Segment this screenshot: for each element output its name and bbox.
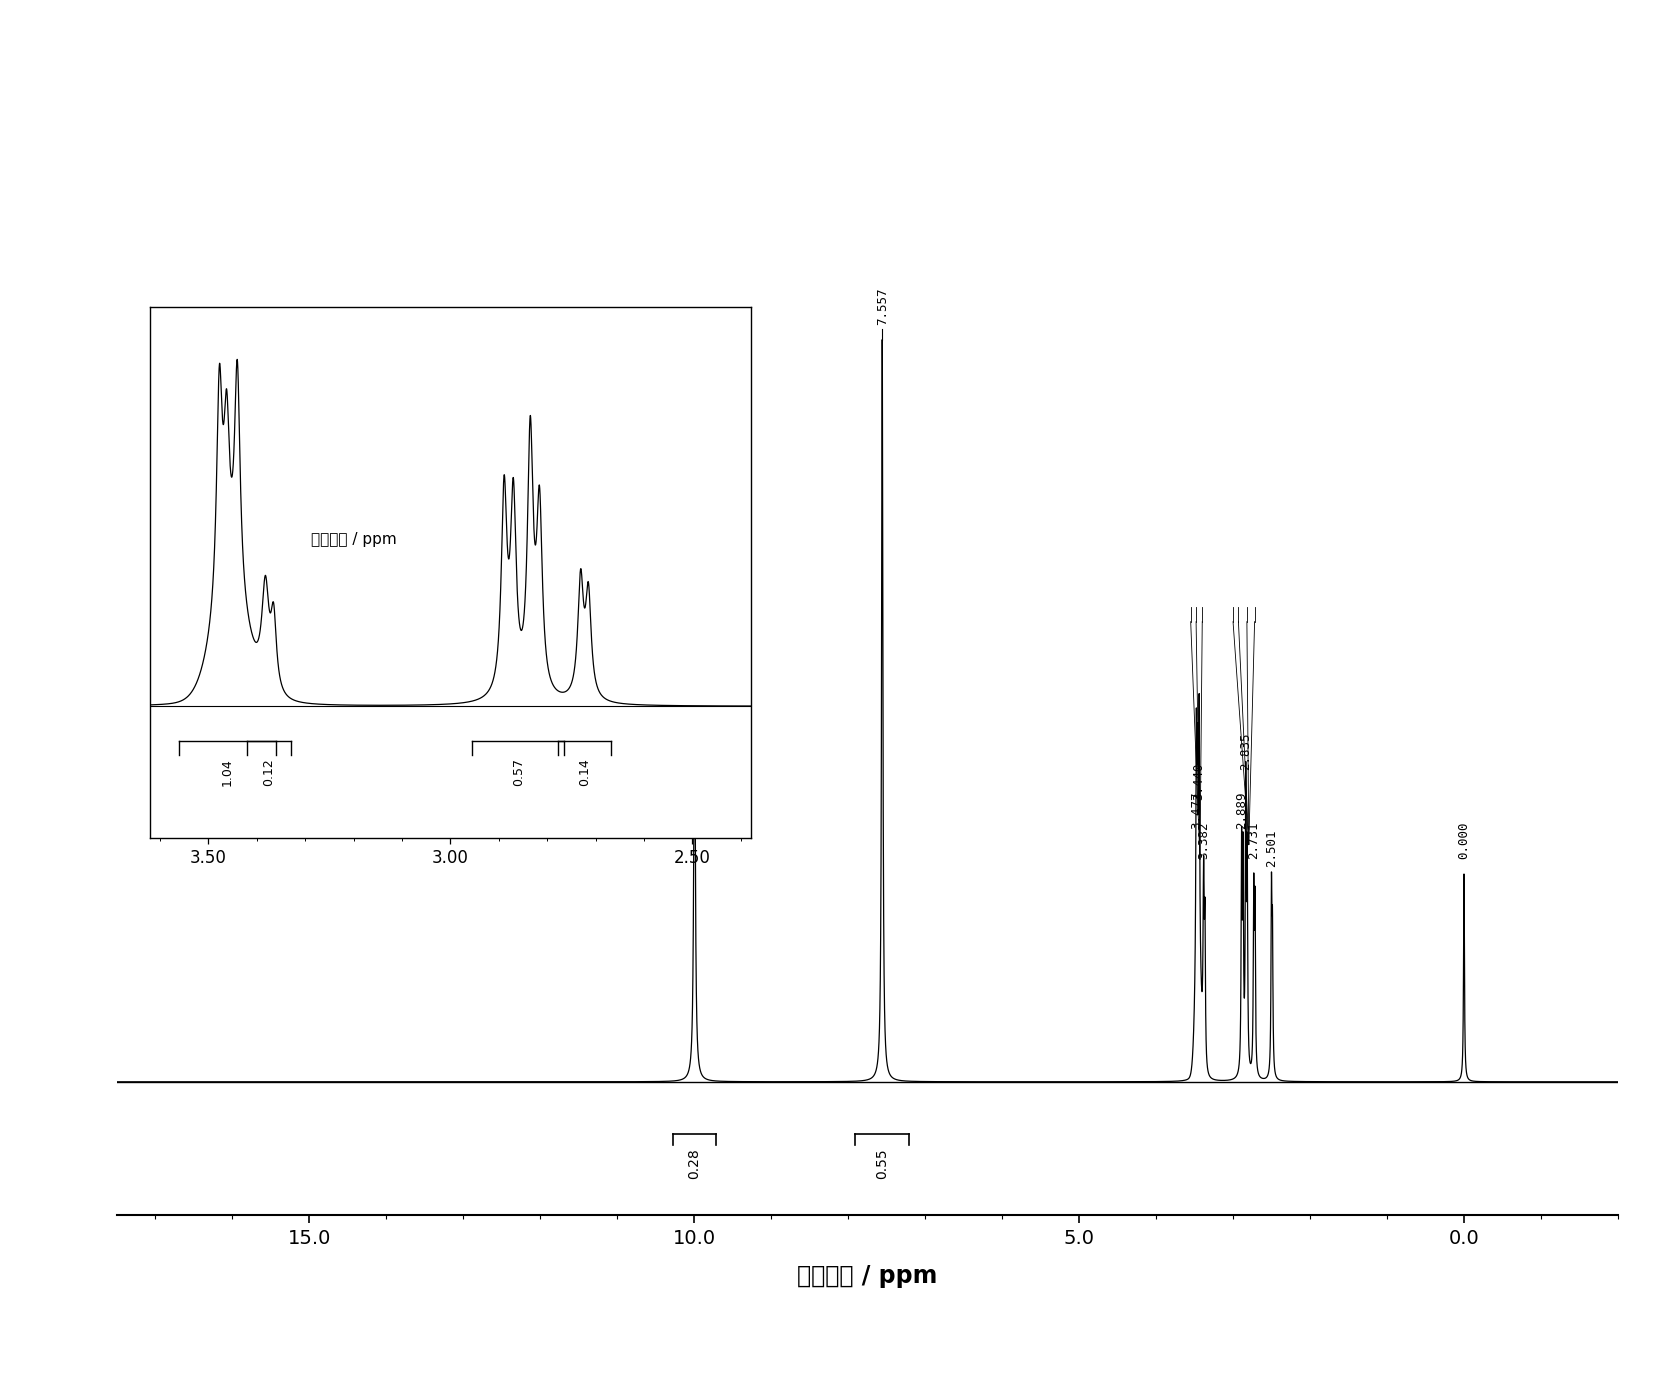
Text: 0.28: 0.28 [687, 1148, 702, 1179]
Text: 1.04: 1.04 [222, 759, 234, 787]
Text: 2.835: 2.835 [1239, 732, 1253, 770]
Text: 0.000: 0.000 [1458, 821, 1471, 859]
Text: 0.57: 0.57 [512, 759, 525, 787]
Text: 2.731: 2.731 [1248, 821, 1261, 859]
Text: 0.12: 0.12 [262, 759, 275, 787]
Text: 2.501: 2.501 [1264, 828, 1278, 866]
Text: 7.557: 7.557 [876, 288, 889, 324]
Text: 3.382: 3.382 [1198, 821, 1209, 859]
Text: 0.55: 0.55 [876, 1148, 889, 1179]
Text: 3.440: 3.440 [1193, 763, 1206, 799]
Text: 3.477: 3.477 [1189, 792, 1203, 830]
Text: 0.14: 0.14 [579, 759, 590, 787]
X-axis label: 化学位移 / ppm: 化学位移 / ppm [797, 1264, 937, 1288]
Text: 化学位移 / ppm: 化学位移 / ppm [310, 532, 397, 548]
Text: 9.995: 9.995 [687, 644, 701, 680]
Text: 2.889: 2.889 [1234, 792, 1248, 830]
